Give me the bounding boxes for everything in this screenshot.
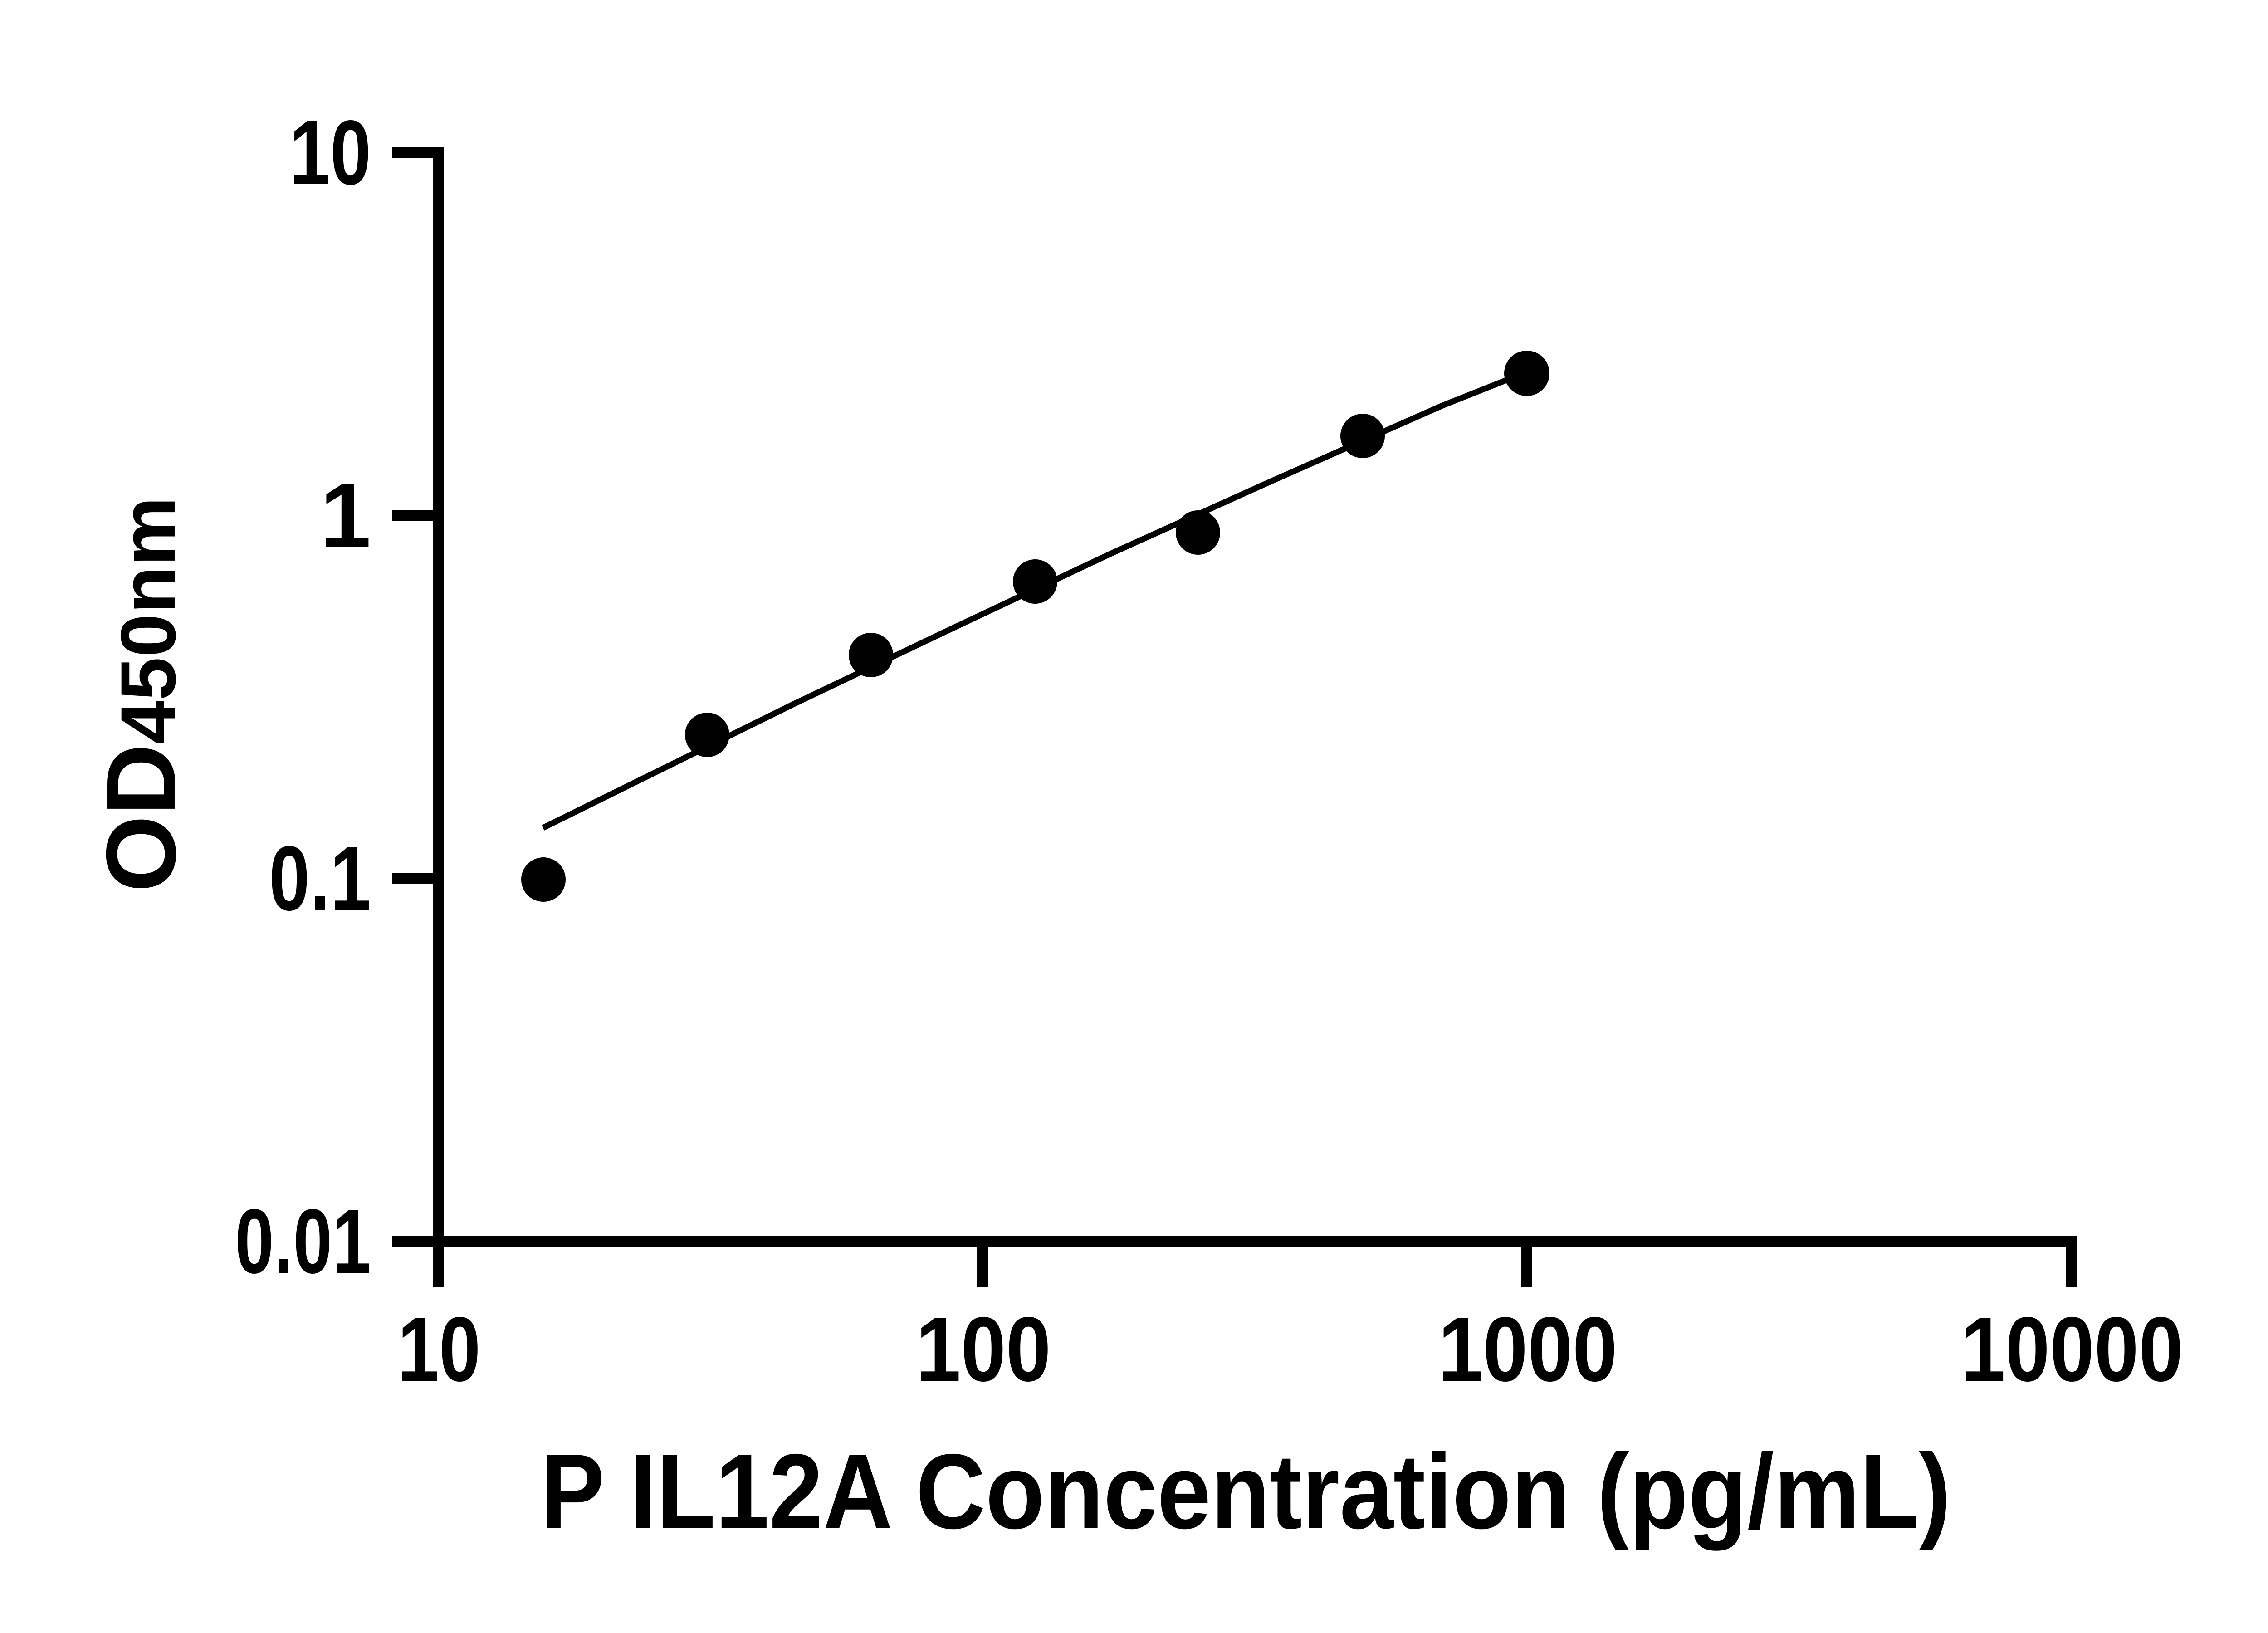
svg-text:OD450nm: OD450nm bbox=[86, 497, 196, 892]
svg-text:1: 1 bbox=[320, 464, 371, 567]
svg-text:0.01: 0.01 bbox=[235, 1190, 371, 1292]
svg-text:10: 10 bbox=[398, 1298, 481, 1400]
svg-text:P IL12A Concentration (pg/mL): P IL12A Concentration (pg/mL) bbox=[540, 1432, 1951, 1551]
svg-text:1000: 1000 bbox=[1438, 1298, 1618, 1400]
svg-text:10: 10 bbox=[289, 101, 371, 204]
svg-text:100: 100 bbox=[916, 1298, 1051, 1400]
svg-text:0.1: 0.1 bbox=[269, 827, 371, 929]
svg-text:10000: 10000 bbox=[1961, 1298, 2183, 1400]
